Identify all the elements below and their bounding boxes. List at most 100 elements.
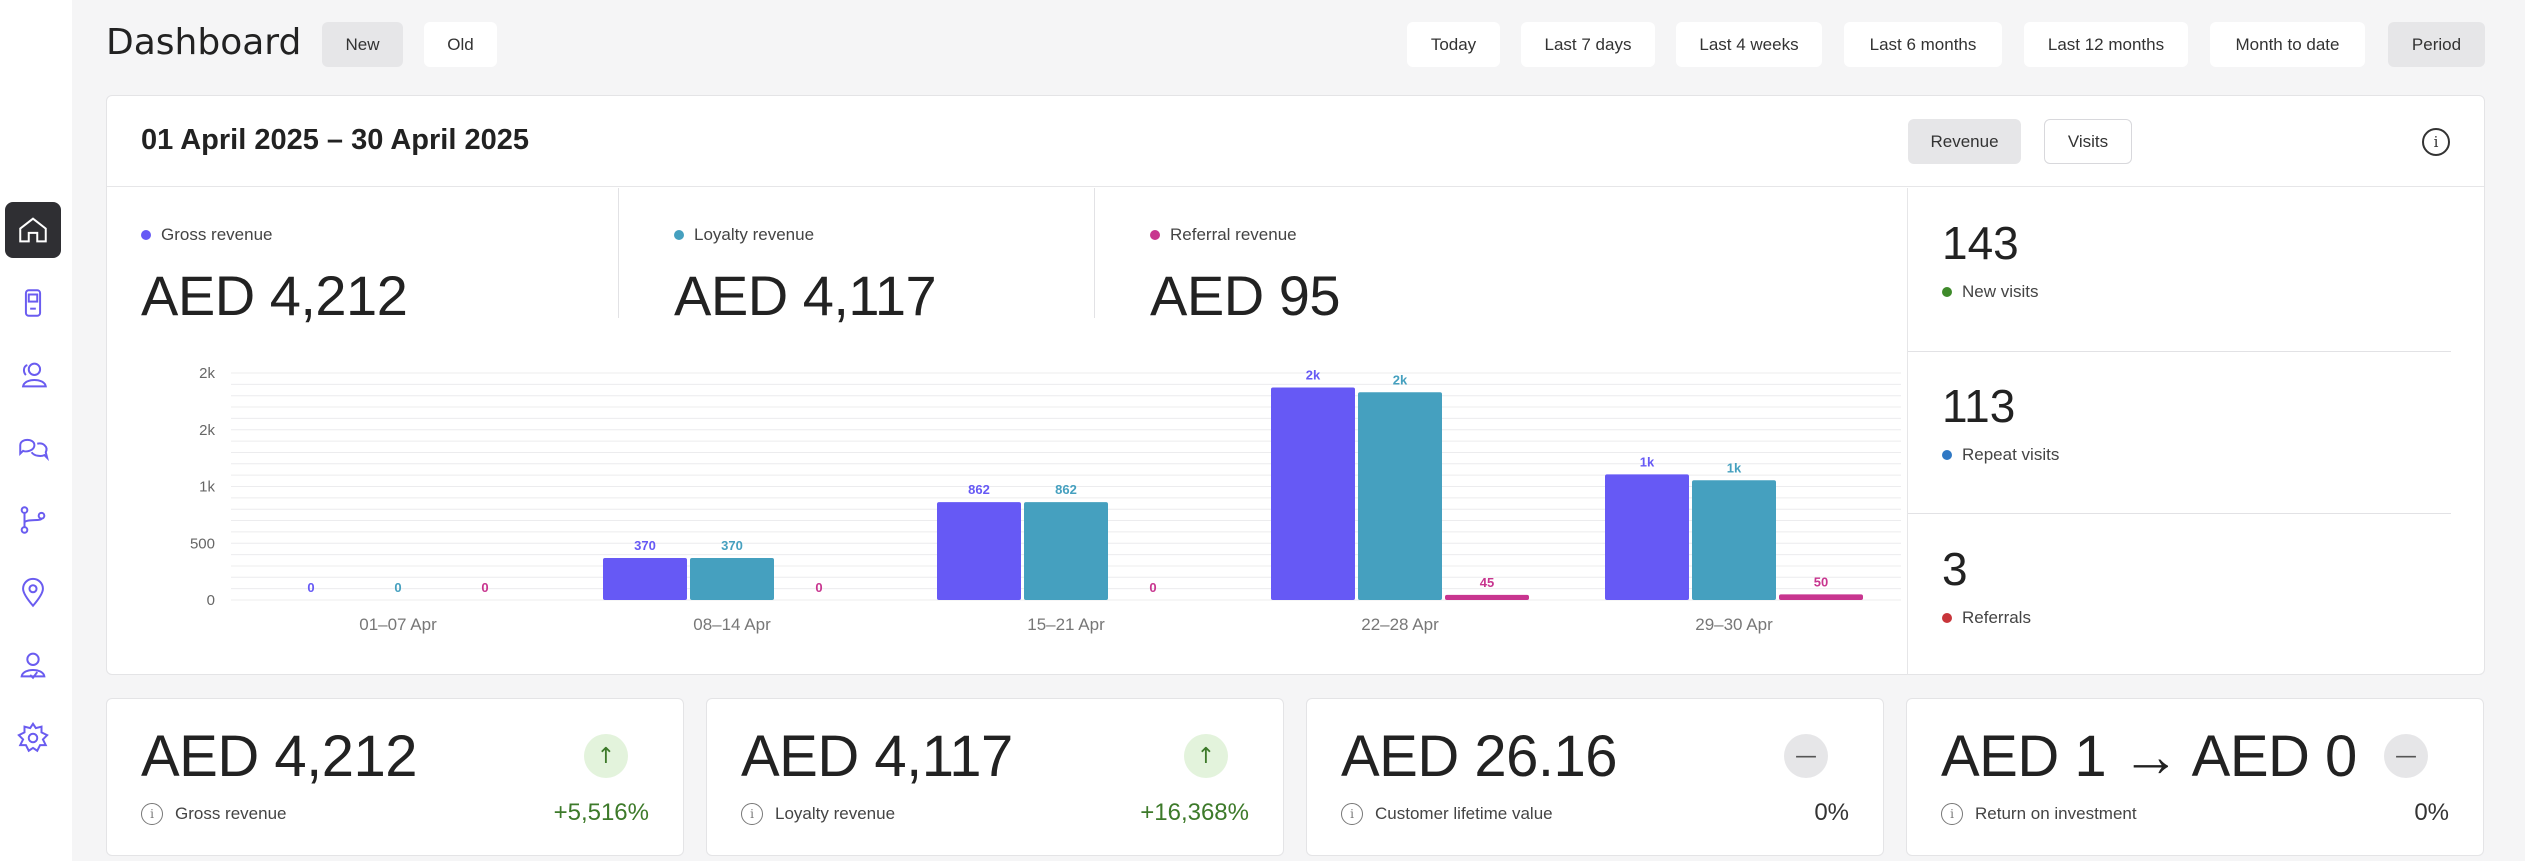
kpi-value: AED 26.16 [1341, 724, 1618, 789]
profile-icon [20, 652, 46, 680]
kpi-card-gross-revenue: AED 4,212 ↑ i Gross revenue +5,516% [106, 698, 684, 856]
sidebar-item-profile[interactable] [5, 637, 61, 693]
trend-flat-icon: — [2384, 734, 2428, 778]
visits-panel: 143 New visits 113 Repeat visits 3 Refer… [1907, 188, 2485, 675]
legend-dot [1150, 230, 1160, 240]
referral-revenue-stat: Referral revenue AED 95 [1150, 225, 1341, 328]
sidebar-item-devices[interactable] [5, 275, 61, 331]
sidebar-item-messages[interactable] [5, 420, 61, 476]
users-icon [21, 362, 47, 388]
revenue-toggle[interactable]: Revenue [1908, 119, 2021, 164]
referrals-label: Referrals [1942, 608, 2031, 628]
sidebar [0, 0, 72, 861]
divider [1908, 351, 2451, 352]
range-last-6-months-button[interactable]: Last 6 months [1844, 22, 2002, 67]
kpi-value: AED 4,212 [141, 724, 418, 789]
data-label: 1k [1727, 460, 1742, 475]
trend-up-icon: ↑ [1184, 734, 1228, 778]
legend-dot [1942, 450, 1952, 460]
x-tick-label: 22–28 Apr [1361, 615, 1439, 634]
divider [618, 188, 619, 318]
range-last-7-days-button[interactable]: Last 7 days [1521, 22, 1655, 67]
kpi-label-text: Gross revenue [175, 804, 287, 823]
y-tick-label: 2k [199, 422, 215, 439]
stat-label-text: Referral revenue [1170, 225, 1297, 244]
kpi-change: 0% [1814, 799, 1849, 826]
new-visits-value: 143 [1942, 217, 2019, 269]
data-label: 0 [481, 580, 488, 595]
bar [1692, 480, 1776, 600]
flow-icon [20, 506, 46, 534]
kpi-value: AED 1 → AED 0 [1941, 724, 2357, 789]
legend-dot [1942, 287, 1952, 297]
referrals-value: 3 [1942, 543, 1968, 595]
stat-label-text: Loyalty revenue [694, 225, 815, 244]
gross-revenue-label: Gross revenue [141, 225, 407, 245]
info-icon[interactable]: i [741, 803, 763, 825]
repeat-visits-stat: 113 Repeat visits [1942, 379, 2059, 465]
data-label: 50 [1814, 574, 1828, 589]
x-tick-label: 01–07 Apr [359, 615, 437, 634]
overview-card: 01 April 2025 – 30 April 2025 Revenue Vi… [106, 95, 2485, 675]
divider [1908, 513, 2451, 514]
kpi-card-return-on-investment: AED 1 → AED 0 — i Return on investment 0% [1906, 698, 2484, 856]
loyalty-revenue-value: AED 4,117 [674, 264, 937, 327]
revenue-chart: 0 500 1k 2k 2k 0 0 0 01–07 Apr 370 370 0 08–14 Apr 86… [141, 356, 1901, 676]
sidebar-item-home[interactable] [5, 202, 61, 258]
range-last-12-months-button[interactable]: Last 12 months [2024, 22, 2188, 67]
kpi-label: i Return on investment [1941, 803, 2137, 825]
range-today-button[interactable]: Today [1407, 22, 1500, 67]
range-period-button[interactable]: Period [2388, 22, 2485, 67]
info-icon[interactable]: i [1341, 803, 1363, 825]
sidebar-item-settings[interactable] [5, 710, 61, 766]
data-label: 2k [1306, 368, 1321, 383]
x-tick-label: 29–30 Apr [1695, 615, 1773, 634]
visit-label-text: Repeat visits [1962, 445, 2060, 464]
kpi-label-text: Customer lifetime value [1375, 804, 1553, 823]
gross-revenue-stat: Gross revenue AED 4,212 [141, 225, 408, 328]
bar [1605, 474, 1689, 600]
gross-revenue-value: AED 4,212 [141, 264, 408, 327]
referrals-stat: 3 Referrals [1942, 542, 2031, 628]
visits-toggle[interactable]: Visits [2044, 119, 2132, 164]
kpi-label: i Gross revenue [141, 803, 287, 825]
info-icon[interactable]: i [2422, 128, 2450, 156]
sidebar-item-locations[interactable] [5, 565, 61, 621]
referral-revenue-value: AED 95 [1150, 264, 1341, 327]
kpi-label: i Loyalty revenue [741, 803, 895, 825]
range-month-to-date-button[interactable]: Month to date [2210, 22, 2365, 67]
kpi-card-customer-lifetime-value: AED 26.16 — i Customer lifetime value 0% [1306, 698, 1884, 856]
view-old-button[interactable]: Old [424, 22, 497, 67]
data-label: 0 [1149, 580, 1156, 595]
bar [1445, 594, 1529, 600]
location-icon [22, 577, 44, 608]
settings-icon [17, 722, 49, 753]
kpi-value: AED 4,117 [741, 724, 1013, 789]
legend-dot [1942, 613, 1952, 623]
referral-revenue-label: Referral revenue [1150, 225, 1340, 245]
chat-icon [19, 438, 49, 462]
new-visits-stat: 143 New visits [1942, 216, 2039, 302]
kpi-card-loyalty-revenue: AED 4,117 ↑ i Loyalty revenue +16,368% [706, 698, 1284, 856]
page-title: Dashboard [106, 22, 302, 63]
kpi-label-text: Loyalty revenue [775, 804, 896, 823]
sidebar-item-flows[interactable] [5, 492, 61, 548]
bar [690, 558, 774, 600]
visit-label-text: Referrals [1962, 608, 2031, 627]
sidebar-item-customers[interactable] [5, 347, 61, 403]
range-last-4-weeks-button[interactable]: Last 4 weeks [1676, 22, 1822, 67]
data-label: 1k [1640, 454, 1655, 469]
info-icon[interactable]: i [141, 803, 163, 825]
data-label: 45 [1480, 575, 1494, 590]
trend-flat-icon: — [1784, 734, 1828, 778]
date-range-title: 01 April 2025 – 30 April 2025 [141, 124, 529, 156]
stat-label-text: Gross revenue [161, 225, 273, 244]
data-label: 0 [307, 580, 314, 595]
data-label: 862 [1055, 482, 1077, 497]
data-label: 370 [721, 538, 743, 553]
bar [1271, 387, 1355, 600]
info-icon[interactable]: i [1941, 803, 1963, 825]
view-new-button[interactable]: New [322, 22, 403, 67]
data-label: 0 [394, 580, 401, 595]
